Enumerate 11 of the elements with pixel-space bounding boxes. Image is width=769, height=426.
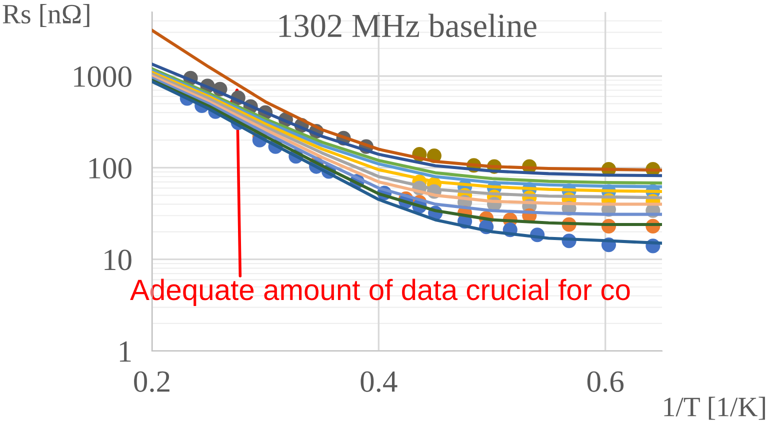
y-tick-label: 1: [120, 341, 131, 362]
y-tick-label: 100: [89, 158, 132, 179]
x-tick-label: 0.6: [587, 371, 624, 392]
x-tick-label: 0.2: [134, 371, 170, 392]
x-axis-title: 1/T [1/K]: [664, 396, 765, 420]
annotation: Adequate amount of data crucial for co: [130, 278, 630, 306]
x-tick-label: 0.4: [360, 371, 398, 392]
y-axis-title: Rs [nΩ]: [2, 4, 90, 27]
chart-title: 1302 MHz baseline: [279, 14, 536, 38]
y-tick-label: 1000: [74, 66, 132, 87]
y-tick-label: 10: [104, 250, 132, 270]
